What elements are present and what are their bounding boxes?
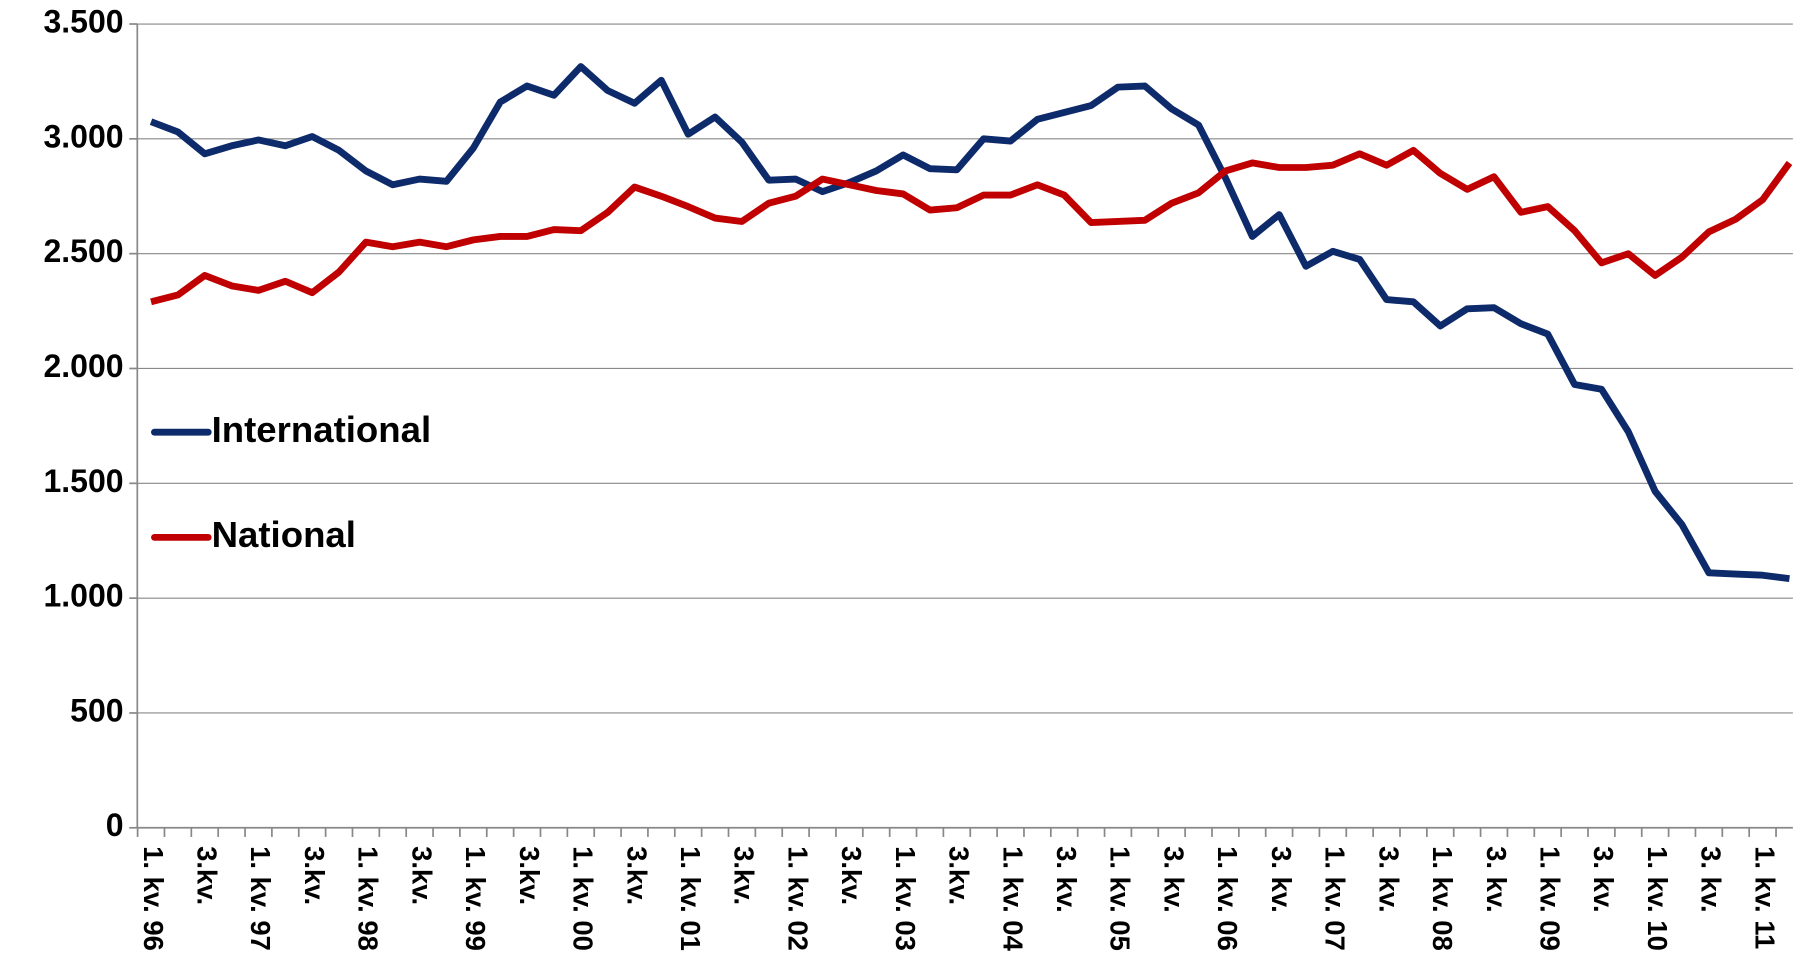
x-tick-label: 3. kv. — [1696, 846, 1727, 913]
series-line — [150, 146, 1793, 306]
x-tick-label: 3.kv. — [299, 846, 330, 905]
x-tick-label: 1. kv. 96 — [138, 846, 169, 951]
x-tick-label: 1. kv. 99 — [460, 846, 491, 951]
y-tick-label: 1.500 — [44, 463, 124, 499]
x-tick-label: 1. kv. 11 — [1749, 846, 1780, 949]
y-tick-label: 3.500 — [44, 3, 124, 39]
legend-label: National — [212, 514, 356, 555]
x-tick-label: 3. kv. — [1588, 846, 1619, 913]
y-tick-label: 0 — [106, 807, 124, 843]
x-tick-label: 1. kv. 00 — [568, 846, 599, 951]
x-tick-label: 3. kv. — [1158, 846, 1189, 913]
x-tick-label: 1. kv. 08 — [1427, 846, 1458, 951]
x-tick-label: 3.kv. — [621, 846, 652, 905]
x-tick-label: 1. kv. 04 — [997, 846, 1028, 951]
y-tick-label: 1.000 — [44, 578, 124, 614]
y-tick-label: 500 — [70, 692, 123, 728]
grid — [137, 23, 1793, 714]
y-tick-label: 2.000 — [44, 348, 124, 384]
axes: 0 500 1.000 1.500 2.000 2.500 3.000 3.500 1. kv.… — [44, 3, 1793, 952]
x-tick-label: 3. kv. — [1481, 846, 1512, 913]
x-tick-label: 1. kv. 02 — [782, 846, 813, 951]
x-tick-label: 1. kv. 07 — [1320, 846, 1351, 951]
x-tick-label: 1. kv. 09 — [1534, 846, 1565, 951]
x-tick-label: 3.kv. — [836, 846, 867, 905]
x-tick-label: 1. kv. 06 — [1212, 846, 1243, 951]
x-tick-label: 1. kv. 05 — [1105, 846, 1136, 951]
series-line — [149, 63, 1790, 583]
x-tick-label: 3.kv. — [191, 846, 222, 905]
x-tick-label: 1. kv. 97 — [245, 846, 276, 951]
x-tick-label: 1. kv. 98 — [353, 846, 384, 951]
x-tick-label: 1. kv. 03 — [890, 846, 921, 951]
legend-label: International — [212, 409, 432, 450]
y-tick-label: 2.500 — [44, 233, 124, 269]
x-tick-label: 3.kv. — [514, 846, 545, 905]
x-tick-label: 3.kv. — [406, 846, 437, 905]
x-tick-label: 1. kv. 01 — [675, 846, 706, 951]
lines — [149, 63, 1793, 583]
x-tick-label: 1. kv. 10 — [1642, 846, 1673, 951]
y-tick-label: 3.000 — [44, 118, 124, 154]
x-tick-label: 3. kv. — [1051, 846, 1082, 913]
x-tick-label: 3. kv. — [1373, 846, 1404, 913]
x-tick-label: 3. kv. — [1266, 846, 1297, 913]
x-tick-label: 3.kv. — [944, 846, 975, 905]
legend: International National — [151, 409, 432, 555]
x-tick-label: 3.kv. — [729, 846, 760, 905]
